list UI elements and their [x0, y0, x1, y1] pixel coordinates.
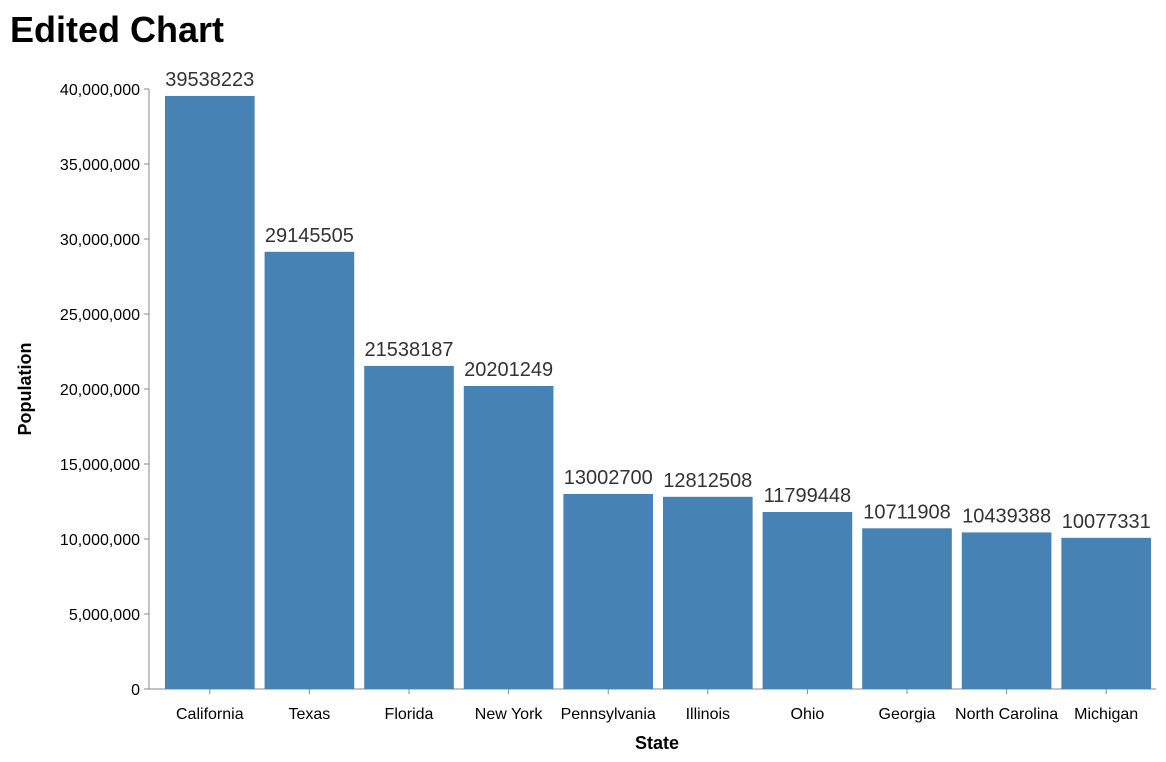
bar	[862, 528, 952, 689]
x-tick-label: California	[176, 706, 244, 723]
bar	[961, 532, 1052, 689]
x-tick-label: North Carolina	[955, 706, 1058, 723]
chart-title: Edited Chart	[10, 9, 224, 50]
x-axis: California Texas Florida New York Pennsylvan…	[149, 688, 1156, 723]
bar	[662, 496, 753, 689]
x-tick-label: Pennsylvania	[561, 706, 656, 723]
y-tick-label: 30,000,000	[60, 232, 140, 249]
x-tick-label: New York	[475, 706, 544, 723]
data-label: 21538187	[365, 339, 454, 361]
x-tick-label: Georgia	[879, 706, 936, 723]
y-tick-label: 25,000,000	[60, 307, 140, 324]
y-tick-label: 10,000,000	[60, 532, 140, 549]
y-axis-title: Population	[15, 343, 35, 436]
x-tick-label: Illinois	[686, 706, 730, 723]
bars	[164, 95, 1152, 690]
bar	[463, 385, 554, 689]
data-label: 10439388	[962, 505, 1051, 527]
bar	[563, 493, 654, 689]
data-label: 13002700	[564, 467, 653, 489]
y-tick-label: 0	[131, 682, 140, 699]
bar	[1061, 537, 1152, 689]
data-label: 39538223	[165, 69, 254, 91]
bar	[762, 512, 853, 689]
y-tick-label: 40,000,000	[60, 82, 140, 99]
data-label: 10711908	[863, 501, 951, 523]
x-tick-label: Michigan	[1074, 706, 1138, 723]
x-tick-label: Texas	[289, 706, 331, 723]
bar	[264, 251, 355, 689]
data-label: 29145505	[265, 225, 354, 247]
x-tick-label: Florida	[385, 706, 434, 723]
x-tick-label: Ohio	[791, 706, 825, 723]
y-axis: 0 5,000,000 10,000,000 15,000,000 20,000,000…	[60, 82, 150, 699]
bar	[364, 365, 454, 689]
y-tick-label: 5,000,000	[69, 607, 140, 624]
data-label: 20201249	[464, 359, 553, 381]
data-label: 10077331	[1062, 511, 1151, 533]
data-label: 12812508	[663, 470, 752, 492]
y-tick-label: 15,000,000	[60, 457, 140, 474]
y-tick-label: 20,000,000	[60, 382, 140, 399]
y-tick-label: 35,000,000	[60, 157, 140, 174]
data-label: 11799448	[764, 485, 852, 507]
x-axis-title: State	[635, 733, 679, 753]
bar	[164, 95, 255, 690]
data-labels: 39538223 29145505 21538187 20201249 13002700…	[165, 69, 1150, 533]
